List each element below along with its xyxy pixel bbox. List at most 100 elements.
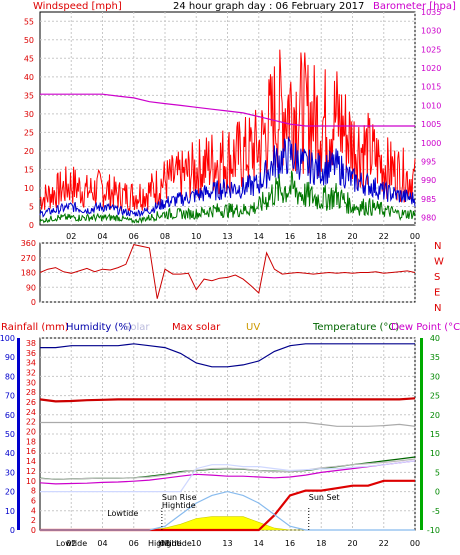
temperature-y-tick: 40 — [430, 334, 440, 343]
weather-x-tick: 08 — [160, 539, 170, 548]
rain-y-tick: 10 — [26, 477, 36, 486]
temperature-y-tick: 10 — [430, 449, 440, 458]
temperature-y-tick: 5 — [435, 468, 440, 477]
wind-y-tick: 35 — [24, 91, 34, 100]
temperature-y-tick: 35 — [430, 353, 440, 362]
legend-dew-point: Dew Point (°C) — [391, 322, 460, 333]
wind-y-tick: 15 — [24, 165, 34, 174]
rain-y-tick: 6 — [31, 496, 36, 505]
humidity-y-tick: 70 — [5, 392, 15, 401]
barometer-y-tick: 1030 — [421, 27, 441, 36]
direction-y-tick: 0 — [31, 298, 36, 307]
barometer-line — [40, 93, 415, 127]
rain-y-tick: 16 — [26, 447, 36, 456]
wind-x-tick: 18 — [316, 232, 326, 241]
barometer-y-tick: 1020 — [421, 64, 441, 73]
uv-area — [40, 516, 415, 531]
tide-bottom-label: Lowtide — [56, 539, 87, 548]
wind-low-line — [39, 170, 416, 225]
barometer-y-tick: 990 — [421, 176, 436, 185]
wind-y-tick: 20 — [24, 147, 34, 156]
wind-x-tick: 06 — [129, 232, 139, 241]
wind-y-tick: 30 — [24, 110, 34, 119]
humidity-y-tick: 80 — [5, 372, 15, 381]
humidity-y-tick: 60 — [5, 411, 15, 420]
humidity-y-tick: 30 — [5, 468, 15, 477]
rain-y-tick: 2 — [31, 516, 36, 525]
humidity-y-tick: 10 — [5, 507, 15, 516]
temperature-y-tick: 30 — [430, 372, 440, 381]
weather-line — [40, 421, 416, 427]
barometer-y-tick: 1035 — [421, 8, 441, 17]
barometer-y-tick: 1005 — [421, 120, 441, 129]
barometer-y-tick: 980 — [421, 214, 436, 223]
annotation-label: Hightide — [162, 501, 196, 510]
tide-bottom-label: Hightide — [158, 539, 192, 548]
humidity-y-tick: 100 — [0, 334, 15, 343]
rain-y-tick: 14 — [26, 457, 36, 466]
direction-y-tick: 90 — [26, 283, 36, 292]
temperature-y-tick: 20 — [430, 411, 440, 420]
barometer-y-tick: 1015 — [421, 83, 441, 92]
solar-line — [40, 460, 416, 493]
barometer-y-tick: 1025 — [421, 45, 441, 54]
weather-x-tick: 04 — [97, 539, 107, 548]
plot-layer: 0510152025303540455055980985990995100010… — [0, 8, 444, 548]
rain-y-tick: 4 — [31, 506, 36, 515]
compass-label: E — [434, 288, 440, 299]
rain-y-tick: 22 — [26, 418, 36, 427]
wind-x-tick: 20 — [347, 232, 357, 241]
rain-y-tick: 20 — [26, 428, 36, 437]
direction-y-tick: 180 — [21, 269, 36, 278]
rain-y-tick: 28 — [26, 388, 36, 397]
weather-line — [39, 397, 416, 403]
rain-y-tick: 36 — [26, 349, 36, 358]
legend-temperature: Temperature (°C) — [312, 322, 399, 333]
wind-x-tick: 10 — [191, 232, 201, 241]
weather-x-tick: 00 — [410, 539, 420, 548]
wind-average-line — [39, 135, 416, 218]
barometer-y-tick: 1000 — [421, 139, 441, 148]
weather-x-tick: 13 — [222, 539, 232, 548]
weather-x-tick: 22 — [379, 539, 389, 548]
humidity-y-tick: 0 — [10, 526, 15, 535]
annotation-label: Sun Set — [309, 493, 340, 502]
temperature-axis-bar — [420, 338, 423, 530]
annotation-label: Sun Rise — [162, 493, 197, 502]
legend-rainfall: Rainfall (mm) — [1, 322, 69, 333]
humidity-y-tick: 90 — [5, 353, 15, 362]
wind-x-tick: 16 — [285, 232, 295, 241]
max-solar-line — [40, 490, 415, 531]
weather-line — [39, 458, 416, 480]
legend-solar: Solar — [124, 322, 150, 333]
chart-title: 24 hour graph day : 06 February 2017 — [173, 1, 364, 12]
legend-humidity: Humidity (%) — [66, 322, 132, 333]
weather-x-tick: 20 — [347, 539, 357, 548]
humidity-y-tick: 20 — [5, 488, 15, 497]
direction-y-tick: 270 — [21, 254, 36, 263]
humidity-axis-bar — [17, 338, 20, 530]
compass-label: N — [434, 241, 441, 252]
wind-x-tick: 02 — [66, 232, 76, 241]
wind-ylabel: Windspeed [mph] — [33, 1, 122, 12]
temperature-y-tick: -5 — [432, 507, 440, 516]
compass-label: W — [434, 257, 444, 268]
temperature-y-tick: -10 — [427, 526, 440, 535]
dew-point-line — [39, 460, 416, 485]
temperature-y-tick: 25 — [430, 392, 440, 401]
wind-y-tick: 50 — [24, 36, 34, 45]
weather-x-tick: 16 — [285, 539, 295, 548]
wind-x-tick: 13 — [222, 232, 232, 241]
wind-y-tick: 40 — [24, 73, 34, 82]
wind-x-tick: 14 — [254, 232, 264, 241]
rain-y-tick: 0 — [31, 526, 36, 535]
wind-x-tick: 22 — [379, 232, 389, 241]
rain-y-tick: 26 — [26, 398, 36, 407]
weather-x-tick: 02 — [66, 539, 76, 548]
barometer-y-tick: 1010 — [421, 101, 441, 110]
humidity-y-tick: 50 — [5, 430, 15, 439]
humidity-line — [40, 343, 415, 368]
wind-y-tick: 0 — [29, 221, 34, 230]
legend-max-solar: Max solar — [172, 322, 221, 333]
